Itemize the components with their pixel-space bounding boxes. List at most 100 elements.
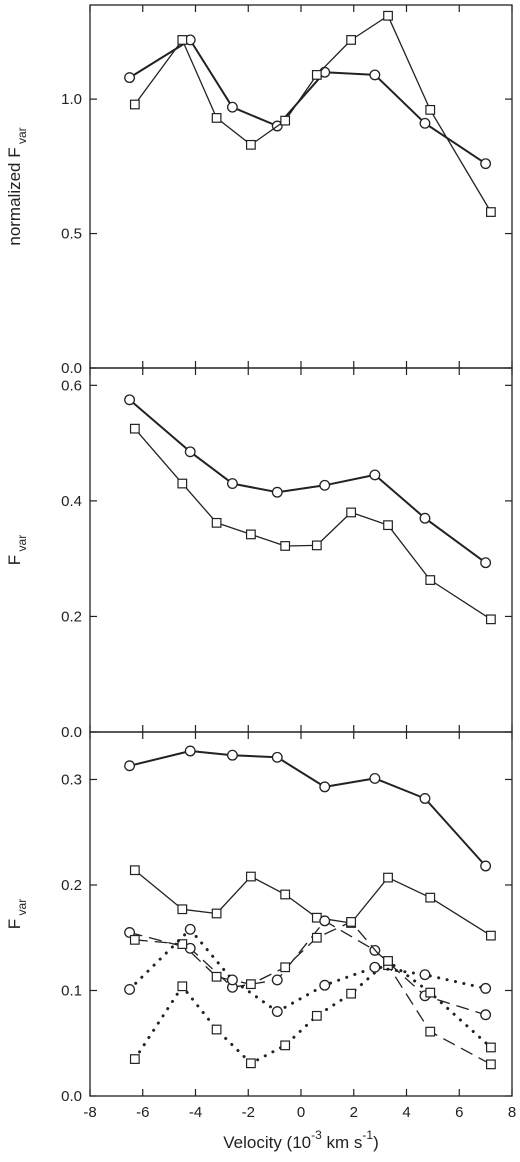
circle-marker [184,923,196,935]
panel-2-frame [89,367,513,733]
y-tick-label: 0.4 [61,493,82,510]
y-tick-label: 0.5 [61,226,82,243]
x-tick-label: 8 [508,1104,516,1121]
panel-3-series-5 [124,923,492,1018]
square-marker [486,614,496,625]
square-marker [245,871,256,882]
circle-marker [271,1006,283,1018]
circle-marker [124,760,136,772]
series-line [129,39,487,165]
square-marker [311,932,322,943]
square-marker [129,934,140,945]
circle-marker [319,915,331,927]
square-marker [129,423,140,434]
circle-marker [184,745,196,757]
square-marker [129,865,140,876]
circle-marker [226,478,238,490]
x-axis-label-exponent-1: -3 [311,1128,322,1142]
square-marker [211,517,222,528]
y-axis-label-subscript: var [15,899,29,919]
circle-marker [369,961,381,973]
circle-marker [369,69,381,81]
square-marker [280,962,291,973]
square-marker [486,1042,496,1053]
square-marker [177,904,188,915]
circle-marker [419,117,431,129]
circle-marker [419,969,431,981]
circle-marker [480,860,492,872]
panel-3-y-axis-label: F var [5,899,29,929]
square-marker [280,541,291,551]
panel-2-series-1 [124,394,492,569]
square-marker [211,1024,222,1035]
y-tick-label: 0.2 [61,608,82,625]
panel-2-y-axis-label: F var [5,535,29,565]
y-tick-label: 0.2 [61,877,82,894]
square-marker [311,1010,322,1021]
y-tick-label: 0.6 [61,377,82,394]
y-axis-label-main: F [5,555,24,565]
panel-1-y-axis-label: normalized F var [5,127,29,245]
x-axis-label-tail: ) [373,1133,379,1152]
series-line [128,399,487,564]
panel-1-series-2 [129,10,496,217]
square-marker [129,99,140,110]
square-marker [346,35,357,45]
y-axis-label-main: normalized F [5,147,24,245]
circle-marker [319,979,331,991]
series-line [134,921,492,1065]
x-tick-label: -2 [242,1104,255,1121]
circle-marker [226,974,238,986]
circle-marker [480,158,492,170]
panel-1: 0.0 0.5 1.0 normalized F var [5,4,513,377]
circle-marker [271,751,283,763]
square-marker [311,540,322,551]
x-tick-label: 0 [297,1104,305,1121]
square-marker [486,1059,496,1070]
y-tick-label: 1.0 [61,91,82,108]
series-line [129,920,486,1016]
circle-marker [124,394,136,406]
square-marker [425,1026,436,1037]
panel-2: 0.0 0.2 0.4 0.6 F var [5,367,513,741]
x-axis-label-base: Velocity (10 [223,1133,311,1152]
x-tick-label: -6 [136,1104,149,1121]
square-marker [211,113,222,123]
panel-1-series-1 [124,34,492,170]
square-marker [383,520,393,531]
series-line [134,869,492,937]
series-line [134,428,492,620]
square-marker [177,981,188,992]
panel-3-series-1 [124,745,492,872]
square-marker [129,1054,140,1064]
series-line [134,15,492,213]
square-marker [486,930,496,941]
square-marker [383,872,393,883]
y-tick-label: 0.0 [61,724,82,741]
circle-marker [124,72,136,84]
y-axis-label-main: F [5,919,24,929]
x-tick-label: 2 [350,1104,358,1121]
square-marker [383,956,393,966]
panel-3-series-6 [129,956,496,1069]
square-marker [211,908,222,919]
x-axis-label-exponent-2: -1 [362,1128,373,1142]
square-marker [383,10,393,21]
square-marker [425,575,436,585]
square-marker [211,971,222,982]
panel-3-series-3 [124,915,492,1021]
square-marker [425,104,436,115]
circle-marker [419,793,431,804]
x-tick-label: 4 [402,1104,410,1121]
circle-marker [419,512,431,524]
x-tick-label: -4 [189,1104,202,1121]
y-axis-label-subscript: var [15,535,29,555]
circle-marker [369,469,381,481]
y-axis-label-subscript: var [15,127,29,147]
square-marker [245,529,256,540]
square-marker [311,70,322,80]
y-tick-label: 0.1 [61,982,82,999]
series-line [133,959,493,1065]
circle-marker [271,974,283,986]
